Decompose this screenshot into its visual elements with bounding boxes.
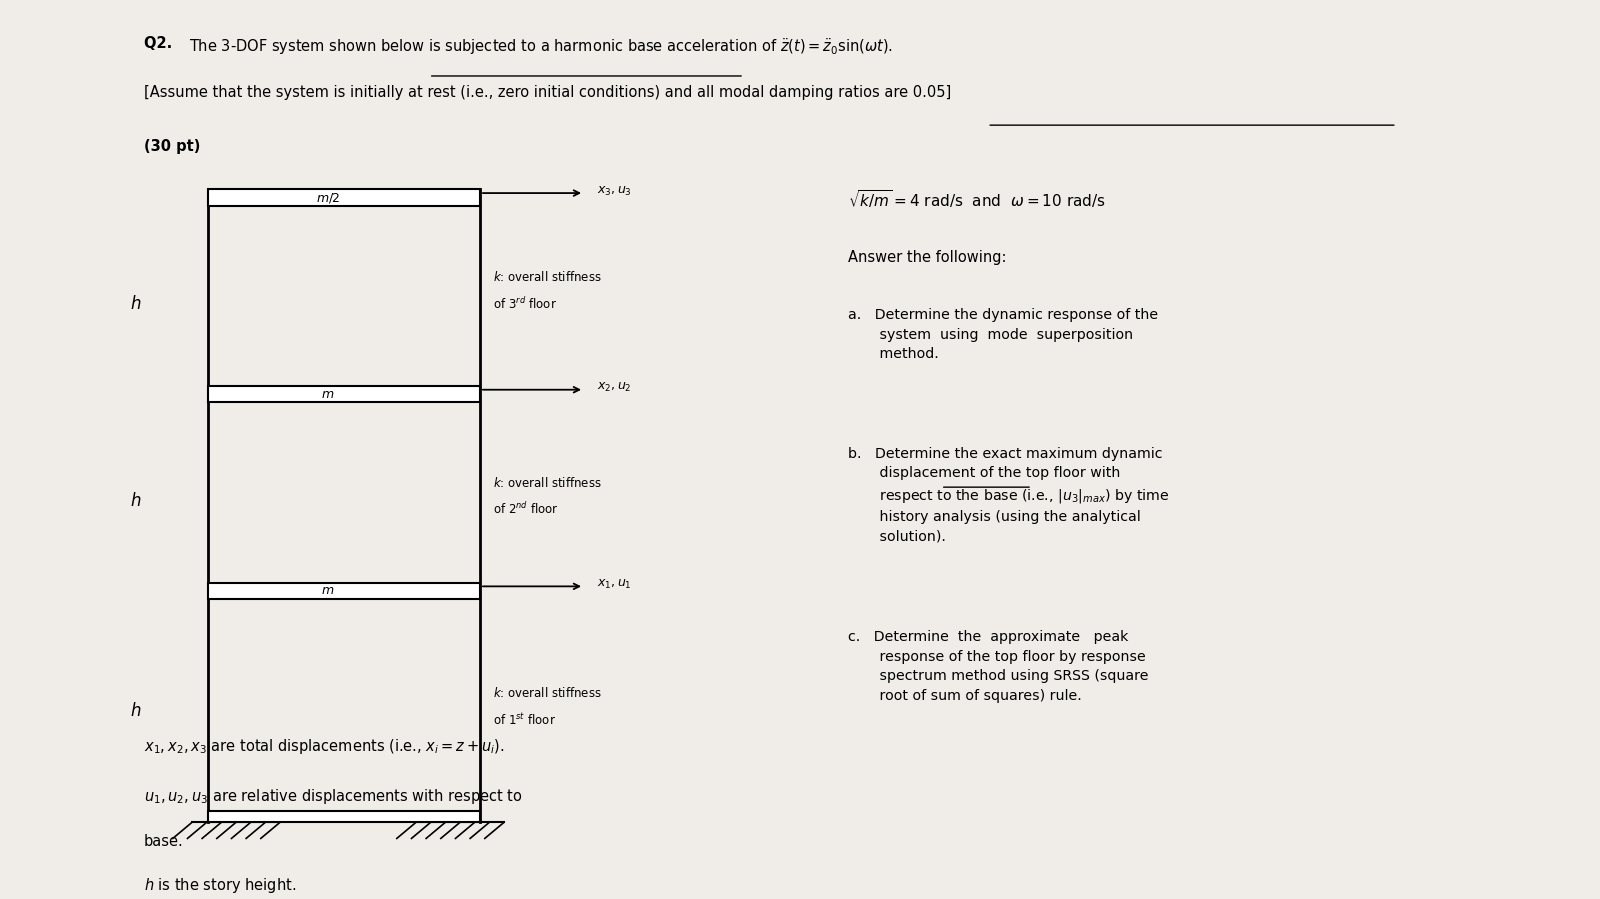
Bar [208,190,480,206]
Text: $k$: overall stiffness: $k$: overall stiffness [493,476,602,490]
Text: Answer the following:: Answer the following: [848,250,1006,265]
Text: of 3$^{rd}$ floor: of 3$^{rd}$ floor [493,296,557,312]
Text: $x_3, u_3$: $x_3, u_3$ [597,184,632,198]
Text: of 2$^{nd}$ floor: of 2$^{nd}$ floor [493,502,558,518]
Text: $u_1, u_2, u_3$ are relative displacements with respect to: $u_1, u_2, u_3$ are relative displacemen… [144,787,523,806]
Text: $\sqrt{k/m} = 4$ rad/s  and  $\omega = 10$ rad/s: $\sqrt{k/m} = 4$ rad/s and $\omega = 10$… [848,188,1106,209]
Bar [208,387,480,402]
Bar [208,583,480,599]
Bar [208,811,480,823]
Text: $m/2$: $m/2$ [315,191,341,205]
Text: $m$: $m$ [322,387,334,401]
Text: $h$: $h$ [130,295,142,313]
Text: b.   Determine the exact maximum dynamic
       displacement of the top floor wi: b. Determine the exact maximum dynamic d… [848,447,1170,544]
Text: of 1$^{st}$ floor: of 1$^{st}$ floor [493,712,555,727]
Text: $k$: overall stiffness: $k$: overall stiffness [493,270,602,284]
Text: [Assume that the system is initially at rest (i.e., zero initial conditions) and: [Assume that the system is initially at … [144,85,952,100]
Text: $x_2, u_2$: $x_2, u_2$ [597,381,632,394]
Text: $m$: $m$ [322,584,334,597]
Text: $x_1, x_2, x_3$ are total displacements (i.e., $x_i = z + u_i$).: $x_1, x_2, x_3$ are total displacements … [144,737,504,756]
Text: $h$: $h$ [130,492,142,510]
Text: $h$ is the story height.: $h$ is the story height. [144,876,296,895]
Text: $k$: overall stiffness: $k$: overall stiffness [493,686,602,699]
Text: c.   Determine  the  approximate   peak
       response of the top floor by resp: c. Determine the approximate peak respon… [848,630,1149,703]
Text: The 3-DOF system shown below is subjected to a harmonic base acceleration of $\d: The 3-DOF system shown below is subjecte… [189,36,893,57]
Text: a.   Determine the dynamic response of the
       system  using  mode  superposi: a. Determine the dynamic response of the… [848,308,1158,361]
Text: (30 pt): (30 pt) [144,138,200,154]
Text: base.: base. [144,834,184,849]
Text: $h$: $h$ [130,701,142,719]
Text: $x_1, u_1$: $x_1, u_1$ [597,578,632,591]
Text: Q2.: Q2. [144,36,178,50]
